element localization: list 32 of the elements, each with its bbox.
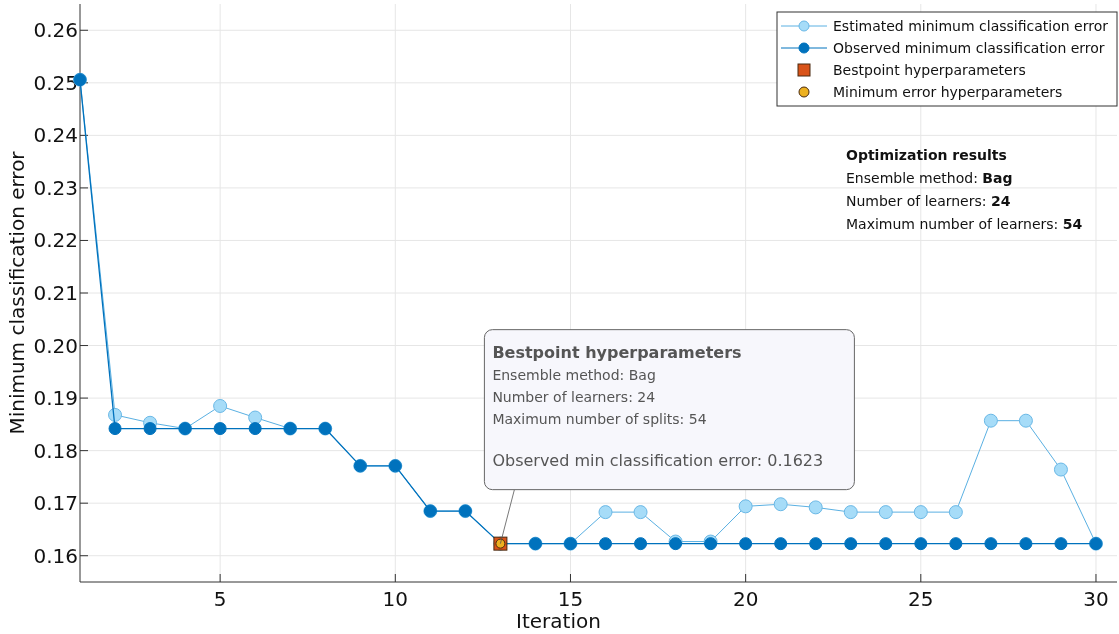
legend-label: Minimum error hyperparameters (833, 83, 1063, 100)
x-tick-label: 10 (382, 587, 409, 611)
y-tick-label: 0.23 (33, 175, 78, 200)
annotation: Ensemble method: Bag (492, 366, 656, 383)
y-axis-title: Minimum classification error (5, 150, 29, 435)
annotation: Number of learners: 24 (846, 193, 1011, 209)
y-tick-label: 0.19 (33, 386, 78, 411)
y-tick-label: 0.25 (33, 70, 78, 95)
y-tick-label: 0.16 (33, 543, 78, 568)
y-tick-label: 0.24 (33, 123, 78, 148)
x-tick-label: 5 (213, 587, 227, 611)
annotation: Maximum number of learners: 54 (846, 216, 1083, 232)
x-tick-label: 15 (557, 587, 584, 611)
y-tick-label: 0.17 (33, 491, 78, 516)
y-tick-label: 0.20 (33, 333, 78, 358)
y-tick-label: 0.22 (33, 228, 78, 253)
x-tick-label: 20 (732, 587, 759, 611)
annotation: Ensemble method: Bag (846, 170, 1013, 186)
y-tick-label: 0.21 (33, 281, 78, 305)
legend-label: Bestpoint hyperparameters (833, 61, 1026, 78)
y-tick-label: 0.18 (33, 438, 78, 463)
x-tick-label: 30 (1083, 587, 1109, 611)
legend-label: Observed minimum classification error (833, 39, 1105, 56)
annotation: Observed min classification error: 0.1623 (492, 450, 824, 470)
annotation: Bestpoint hyperparameters (492, 342, 742, 362)
y-tick-label: 0.26 (33, 18, 78, 43)
annotation: Optimization results (846, 147, 1007, 163)
x-axis-title: Iteration (516, 609, 601, 633)
annotation: Maximum number of splits: 54 (492, 410, 707, 427)
legend-label: Estimated minimum classification error (833, 17, 1109, 34)
annotation: Number of learners: 24 (492, 388, 656, 405)
x-tick-label: 25 (908, 587, 934, 611)
